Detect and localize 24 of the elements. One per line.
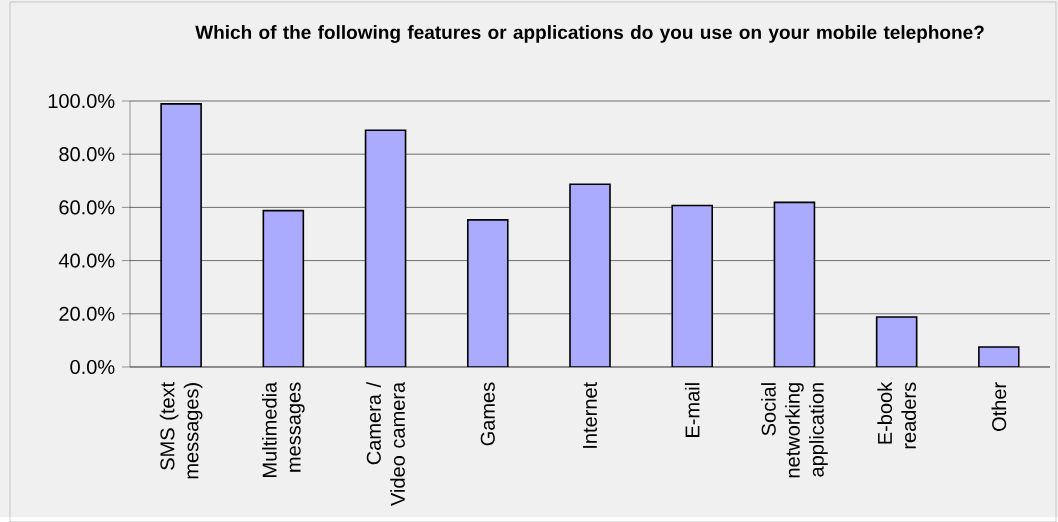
x-tick-label: Other [991,382,1007,431]
bar [875,316,918,367]
y-tick-label: 60.0% [59,200,115,215]
bar [262,209,305,367]
x-tick-label: Games [480,382,495,446]
x-tick-label: Multimedia messages [262,381,305,477]
bar [569,183,611,367]
bar [773,201,816,367]
y-tick-label: 40.0% [58,253,115,268]
y-tick-label: 80.0% [59,147,115,162]
bar [671,204,714,367]
y-tick-label: 20.0% [59,306,115,321]
x-tick-label: E-mail [684,383,700,437]
x-tick-label: Internet [583,381,597,448]
x-tick-label: E-book readers [877,381,916,449]
x-tick-label: Social networking application [761,383,828,478]
bar [466,219,509,367]
x-tick-label: Camera / Video camera [366,381,405,506]
y-tick-label: 100.0% [48,93,115,108]
bar [160,103,202,367]
chart-title: Which of the following features or applications do you use on your mobile telephone? [195,25,984,43]
x-tick-label: SMS (text messages) [159,381,203,479]
bar [364,129,407,367]
y-tick-label: 0.0% [70,359,115,374]
